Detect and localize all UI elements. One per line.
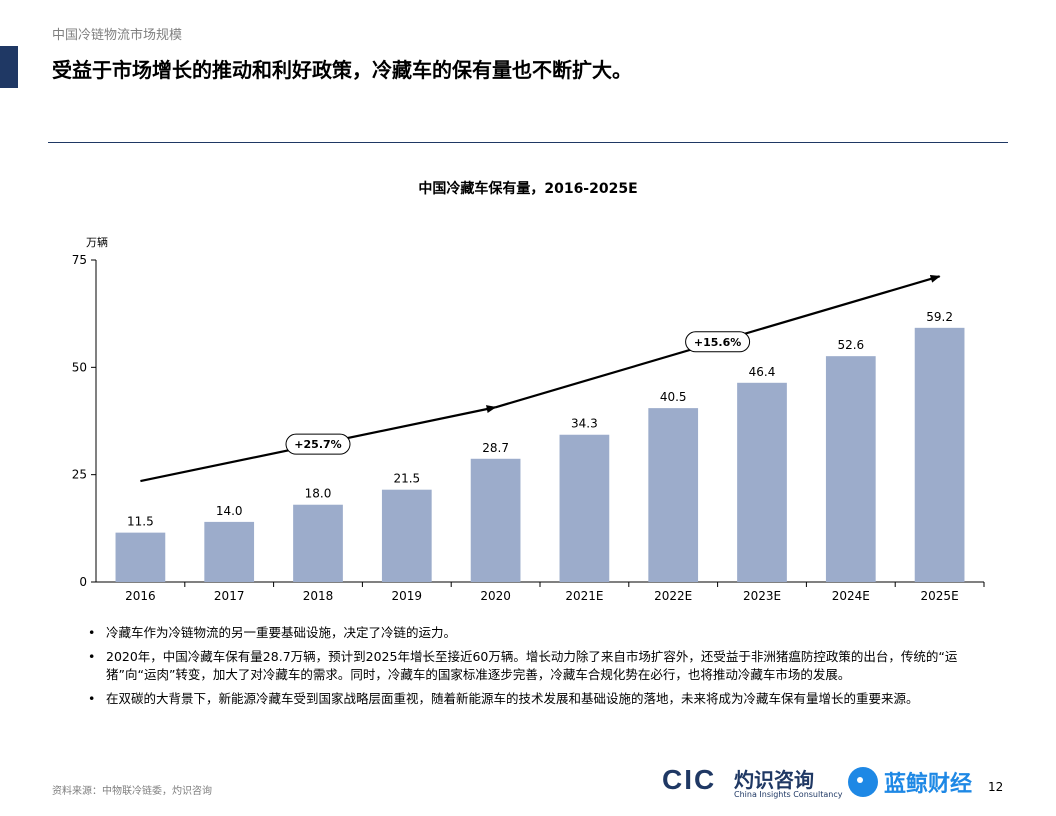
- y-tick-label: 50: [72, 360, 87, 374]
- bar-chart: 万辆 0 25 50 75 2016 2017 2018 2019 2020 2021E 2022E…: [72, 235, 985, 603]
- cic-logo-en: China Insights Consultancy: [734, 790, 843, 799]
- x-tick-label: 2019: [392, 589, 423, 603]
- page-number: 12: [988, 780, 1004, 794]
- bullet-item: 在双碳的大背景下，新能源冷藏车受到国家战略层面重视，随着新能源车的技术发展和基础…: [88, 690, 978, 708]
- cagr-badge: [285, 433, 351, 455]
- y-tick-label: 0: [79, 575, 87, 589]
- bar-2017: [204, 521, 255, 582]
- bullet-item: 2020年，中国冷藏车保有量28.7万辆，预计到2025年增长至接近60万辆。增…: [88, 648, 978, 684]
- cic-logo: CIC 灼识咨询 China Insights Consultancy: [662, 760, 842, 802]
- cagr-label: +15.6%: [694, 336, 741, 349]
- y-tick-label: 25: [72, 468, 87, 482]
- data-label: 21.5: [393, 472, 420, 486]
- bullet-item: 冷藏车作为冷链物流的另一重要基础设施，决定了冷链的运力。: [88, 624, 978, 642]
- x-tick-label: 2024E: [832, 589, 870, 603]
- lanjing-logo: 蓝鲸财经: [848, 764, 972, 800]
- data-label: 14.0: [216, 504, 243, 518]
- cagr-label: +25.7%: [294, 438, 341, 451]
- cagr-badge: [685, 331, 751, 353]
- page-headline: 受益于市场增长的推动和利好政策，冷藏车的保有量也不断扩大。: [52, 58, 632, 82]
- accent-bar: [0, 46, 18, 88]
- y-tick-label: 75: [72, 253, 87, 267]
- bar-2019: [381, 489, 432, 582]
- data-label: 28.7: [482, 441, 509, 455]
- header-rule: [48, 142, 1008, 143]
- x-tick-label: 2016: [125, 589, 156, 603]
- y-axis-unit: 万辆: [86, 235, 108, 249]
- x-tick-label: 2018: [303, 589, 334, 603]
- data-label: 46.4: [749, 365, 776, 379]
- chart-title: 中国冷藏车保有量，2016-2025E: [418, 181, 638, 197]
- x-tick-label: 2021E: [565, 589, 603, 603]
- data-label: 40.5: [660, 390, 687, 404]
- x-tick-label: 2020: [480, 589, 511, 603]
- data-label: 34.3: [571, 417, 598, 431]
- bullet-list: 冷藏车作为冷链物流的另一重要基础设施，决定了冷链的运力。 2020年，中国冷藏车…: [88, 624, 978, 714]
- bar-2016: [115, 532, 166, 582]
- x-tick-label: 2023E: [743, 589, 781, 603]
- source-note: 资料来源：中物联冷链委，灼识咨询: [52, 786, 212, 797]
- lanjing-logo-text: 蓝鲸财经: [884, 772, 973, 797]
- bar-2021E: [559, 434, 610, 582]
- bar-2024E: [825, 356, 876, 582]
- bar-2020: [470, 458, 521, 582]
- data-label: 52.6: [837, 338, 864, 352]
- bar-2022E: [648, 408, 699, 582]
- x-tick-label: 2022E: [654, 589, 692, 603]
- section-label: 中国冷链物流市场规模: [52, 28, 183, 43]
- data-label: 18.0: [305, 487, 332, 501]
- x-tick-label: 2025E: [921, 589, 959, 603]
- data-label: 11.5: [127, 515, 154, 529]
- cic-logo-cn: 灼识咨询: [734, 768, 814, 792]
- x-tick-label: 2017: [214, 589, 245, 603]
- bar-2025E: [914, 327, 965, 582]
- whale-icon: [848, 767, 878, 797]
- bar-2023E: [737, 382, 787, 582]
- data-label: 59.2: [926, 310, 953, 324]
- bar-2018: [293, 504, 343, 582]
- cic-logo-mark: CIC: [662, 764, 717, 795]
